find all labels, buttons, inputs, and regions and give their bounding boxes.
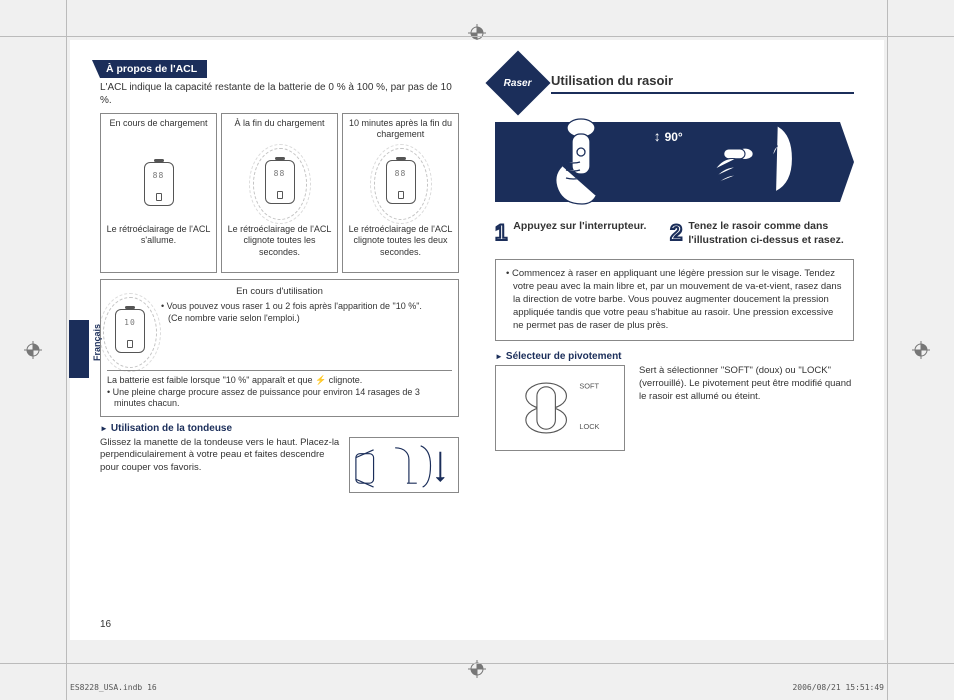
usage-title: En cours d'utilisation <box>107 286 452 297</box>
footer-timestamp: 2006/08/21 15:51:49 <box>792 683 884 692</box>
state-title: 10 minutes après la fin du chargement <box>347 118 454 144</box>
state-caption: Le rétroéclairage de l'ACL clignote tout… <box>347 224 454 268</box>
trimmer-row: Glissez la manette de la tondeuse vers l… <box>100 437 459 493</box>
acl-intro-text: L'ACL indique la capacité restante de la… <box>100 81 459 107</box>
shaving-tip-box: • Commencez à raser en appliquant une lé… <box>495 259 854 341</box>
section-heading-acl: À propos de l'ACL <box>100 60 207 78</box>
pivot-row: SOFT LOCK Sert à sélectionner "SOFT" (do… <box>495 365 854 451</box>
manual-page: Français À propos de l'ACL L'ACL indique… <box>70 40 884 640</box>
page-number: 16 <box>100 619 111 630</box>
right-column: Raser Utilisation du rasoir <box>477 40 884 640</box>
crop-line <box>887 0 888 700</box>
pivot-soft-label: SOFT <box>579 382 599 391</box>
acl-states-row: En cours de chargement 88 Le rétroéclair… <box>100 113 459 273</box>
pivot-lock-label: LOCK <box>579 423 599 432</box>
trimmer-illustration <box>349 437 459 493</box>
blink-rays-icon: 10 <box>107 301 153 364</box>
lcd-icon: 10 <box>115 309 145 353</box>
crop-line <box>0 663 954 664</box>
acl-state-full: À la fin du chargement 88 Le rétroéclair… <box>221 113 338 273</box>
footer-filename: ES8228_USA.indb 16 <box>70 683 157 692</box>
step-number-1: 1 <box>495 220 507 246</box>
lcd-icon: 88 <box>144 162 174 206</box>
step-1-text: Appuyez sur l'interrupteur. <box>513 220 646 234</box>
pivot-text: Sert à sélectionner "SOFT" (doux) ou "LO… <box>639 365 854 403</box>
registration-mark-icon <box>912 341 930 359</box>
shaving-face-icon <box>709 112 799 212</box>
hand-holding-razor-icon <box>536 112 626 212</box>
left-column: À propos de l'ACL L'ACL indique la capac… <box>70 40 477 640</box>
angle-label: 90° <box>654 128 683 144</box>
registration-mark-icon <box>24 341 42 359</box>
trimmer-heading: Utilisation de la tondeuse <box>100 423 459 434</box>
state-title: À la fin du chargement <box>226 118 333 144</box>
state-caption: Le rétroéclairage de l'ACL s'allume. <box>105 224 212 268</box>
state-title: En cours de chargement <box>105 118 212 144</box>
step-2-text: Tenez le rasoir comme dans l'illustratio… <box>688 220 854 247</box>
trimmer-text: Glissez la manette de la tondeuse vers l… <box>100 437 343 474</box>
lcd-icon: 88 <box>265 160 295 204</box>
usage-box: En cours d'utilisation 10 • Vous pouvez … <box>100 279 459 417</box>
step-number-2: 2 <box>670 220 682 246</box>
diamond-badge-icon: Raser <box>485 50 550 115</box>
raser-header: Raser Utilisation du rasoir <box>495 60 854 106</box>
blink-rays-icon: 88 <box>378 152 424 215</box>
raser-title: Utilisation du rasoir <box>551 73 673 88</box>
usage-text: • Vous pouvez vous raser 1 ou 2 fois apr… <box>161 301 452 324</box>
blink-rays-icon: 88 <box>257 152 303 215</box>
pivot-heading: Sélecteur de pivotement <box>495 351 854 362</box>
crop-line <box>66 0 67 700</box>
language-tab <box>69 320 89 378</box>
steps-row: 1 Appuyez sur l'interrupteur. 2 Tenez le… <box>495 220 854 247</box>
print-footer: ES8228_USA.indb 16 2006/08/21 15:51:49 <box>70 683 884 692</box>
howto-illustration-band: 90° <box>495 122 840 202</box>
acl-state-after10min: 10 minutes après la fin du chargement 88… <box>342 113 459 273</box>
usage-footer: La batterie est faible lorsque "10 %" ap… <box>107 370 452 410</box>
pivot-selector-illustration: SOFT LOCK <box>495 365 625 451</box>
acl-state-charging: En cours de chargement 88 Le rétroéclair… <box>100 113 217 273</box>
lcd-icon: 88 <box>386 160 416 204</box>
state-caption: Le rétroéclairage de l'ACL clignote tout… <box>226 224 333 268</box>
crop-line <box>0 36 954 37</box>
